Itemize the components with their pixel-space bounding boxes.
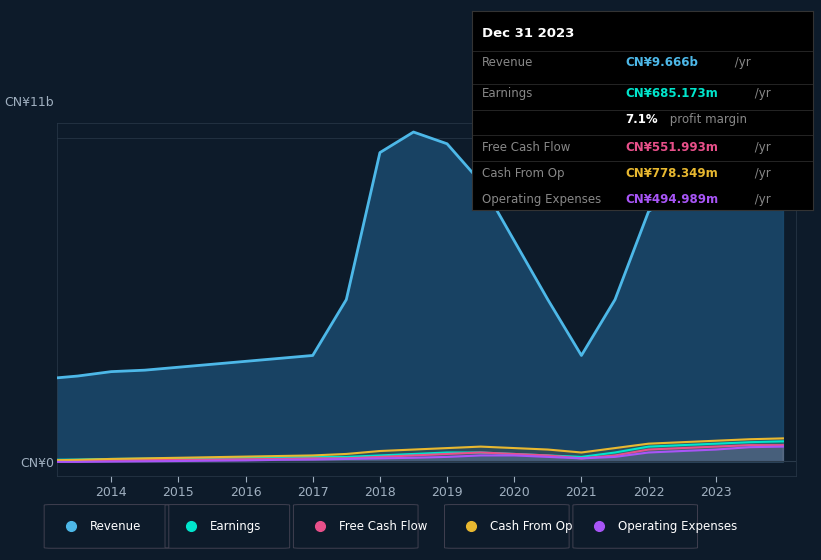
Text: CN¥685.173m: CN¥685.173m: [626, 87, 718, 100]
Text: CN¥551.993m: CN¥551.993m: [626, 141, 718, 154]
Text: CN¥494.989m: CN¥494.989m: [626, 193, 718, 206]
Text: /yr: /yr: [751, 167, 771, 180]
Text: /yr: /yr: [751, 141, 771, 154]
Text: Operating Expenses: Operating Expenses: [482, 193, 602, 206]
Text: Operating Expenses: Operating Expenses: [618, 520, 737, 533]
Text: CN¥0: CN¥0: [20, 457, 54, 470]
Text: Earnings: Earnings: [482, 87, 534, 100]
Text: Free Cash Flow: Free Cash Flow: [482, 141, 571, 154]
Text: /yr: /yr: [751, 193, 771, 206]
Text: CN¥11b: CN¥11b: [4, 96, 54, 109]
Text: /yr: /yr: [731, 57, 750, 69]
Text: CN¥778.349m: CN¥778.349m: [626, 167, 718, 180]
Text: CN¥9.666b: CN¥9.666b: [626, 57, 699, 69]
Text: Earnings: Earnings: [210, 520, 262, 533]
Text: profit margin: profit margin: [667, 113, 747, 126]
Text: 7.1%: 7.1%: [626, 113, 658, 126]
Text: Cash From Op: Cash From Op: [482, 167, 565, 180]
Text: Dec 31 2023: Dec 31 2023: [482, 27, 575, 40]
Text: Free Cash Flow: Free Cash Flow: [339, 520, 427, 533]
Text: Revenue: Revenue: [482, 57, 534, 69]
Text: Cash From Op: Cash From Op: [490, 520, 572, 533]
Text: /yr: /yr: [751, 87, 771, 100]
Text: Revenue: Revenue: [89, 520, 141, 533]
